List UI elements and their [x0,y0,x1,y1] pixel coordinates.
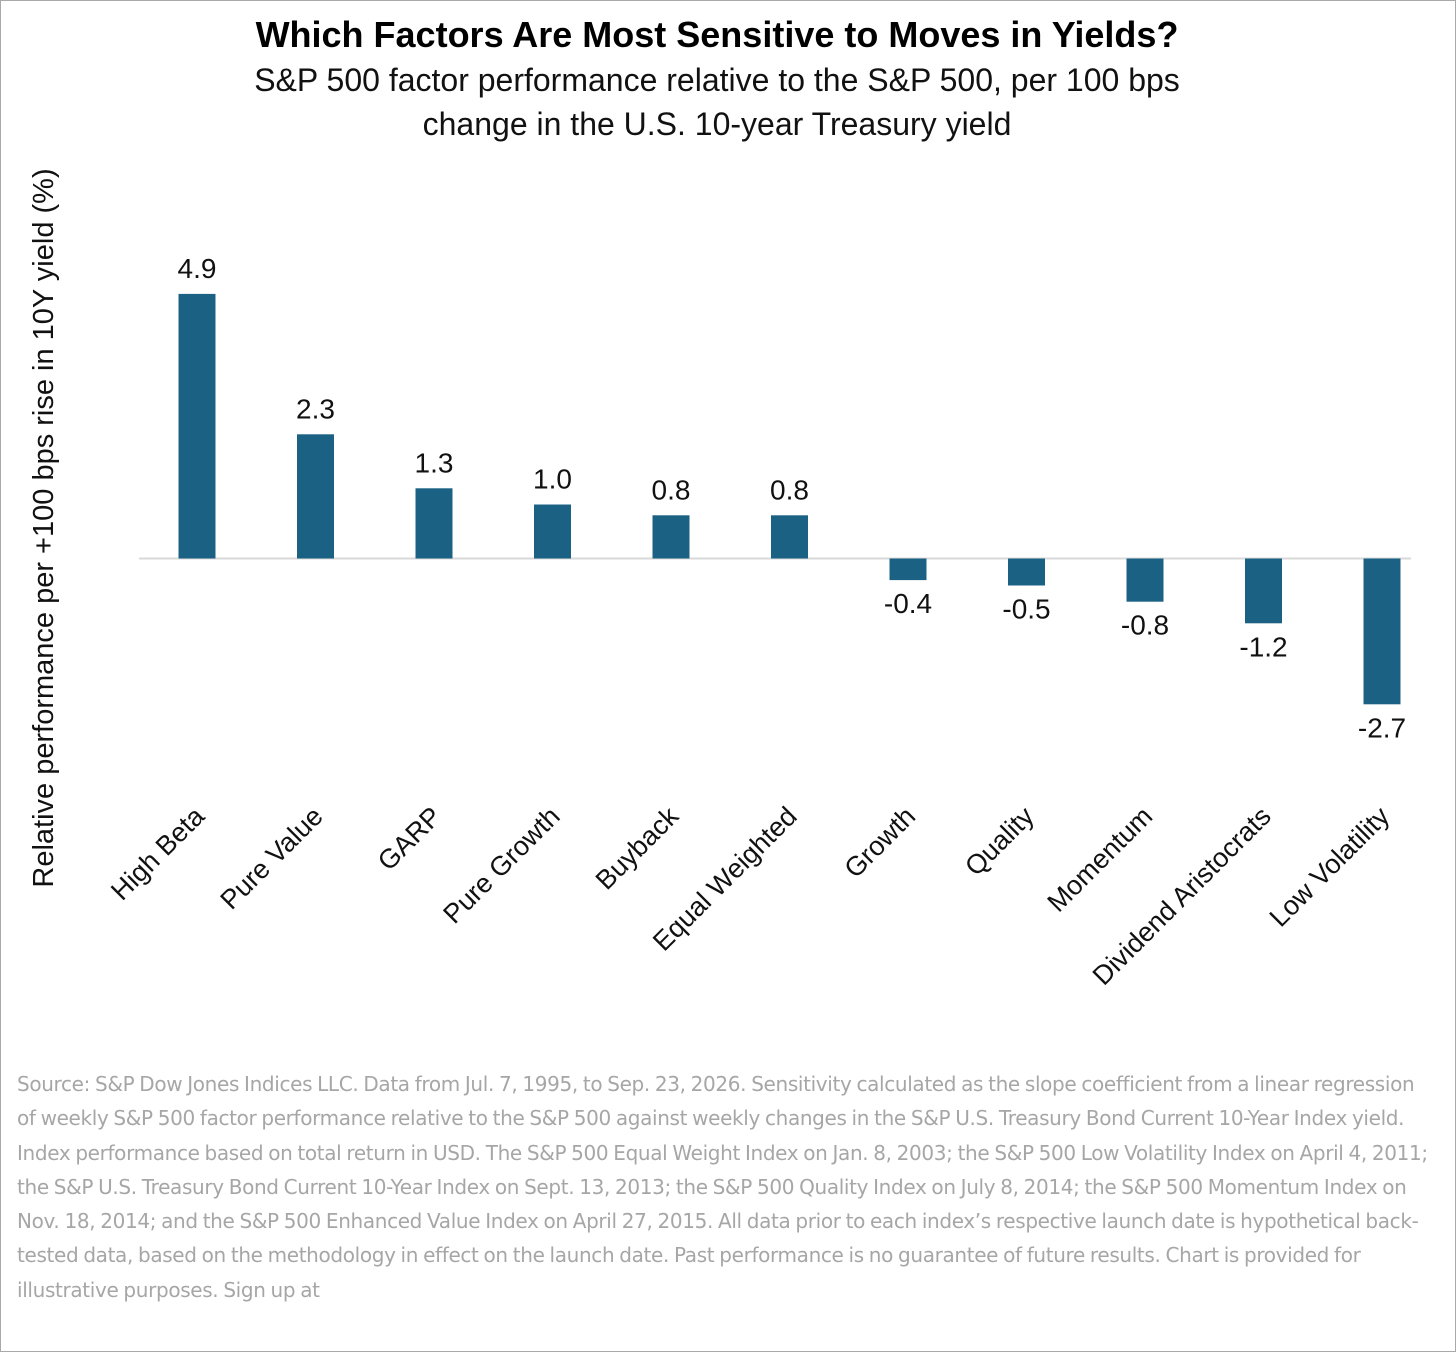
bar-dividend-aristocrats [1245,558,1282,624]
category-label: Momentum [1042,801,1159,918]
data-label: 1.3 [415,447,454,478]
source-footnote: Source: S&P Dow Jones Indices LLC. Data … [17,1072,1428,1302]
category-label: Buyback [590,801,685,896]
data-label: 4.9 [178,253,217,284]
data-label: 2.3 [296,393,335,424]
data-label: -2.7 [1358,712,1406,743]
category-label: High Beta [105,800,211,906]
bar-chart: Which Factors Are Most Sensitive to Move… [28,14,1411,991]
data-label: 0.8 [652,474,691,505]
data-label: 1.0 [533,464,572,495]
bar-growth [889,558,927,581]
bar-pure-growth [534,504,571,559]
data-label: -0.4 [884,588,932,619]
bar-momentum [1126,558,1164,602]
category-label: Pure Growth [437,801,565,929]
bar-pure-value [297,434,334,559]
bar-low-volatility [1363,558,1401,705]
chart-title: Which Factors Are Most Sensitive to Move… [256,14,1179,55]
data-label: -1.2 [1239,631,1287,662]
y-axis-label: Relative performance per +100 bps rise i… [28,168,60,887]
bar-garp [415,488,453,559]
data-label: -0.5 [1002,594,1050,625]
chart-subtitle-line-2: change in the U.S. 10-year Treasury yiel… [423,106,1012,142]
bar-high-beta [178,293,216,559]
data-label: 0.8 [770,474,809,505]
category-label: Growth [838,801,921,884]
category-label: GARP [372,801,447,876]
data-label: -0.8 [1121,610,1169,641]
chart-subtitle-line-1: S&P 500 factor performance relative to t… [254,62,1180,98]
bar-buyback [652,515,690,559]
category-label: Low Volatility [1264,801,1396,933]
bar-quality [1008,558,1045,586]
plot-area: 4.9 High Beta 2.3 Pure Value 1.3 GARP 1.0 Pure … [105,253,1411,991]
bar-equal-weighted [771,515,808,559]
category-label: Quality [959,801,1040,882]
category-label: Pure Value [214,801,328,915]
